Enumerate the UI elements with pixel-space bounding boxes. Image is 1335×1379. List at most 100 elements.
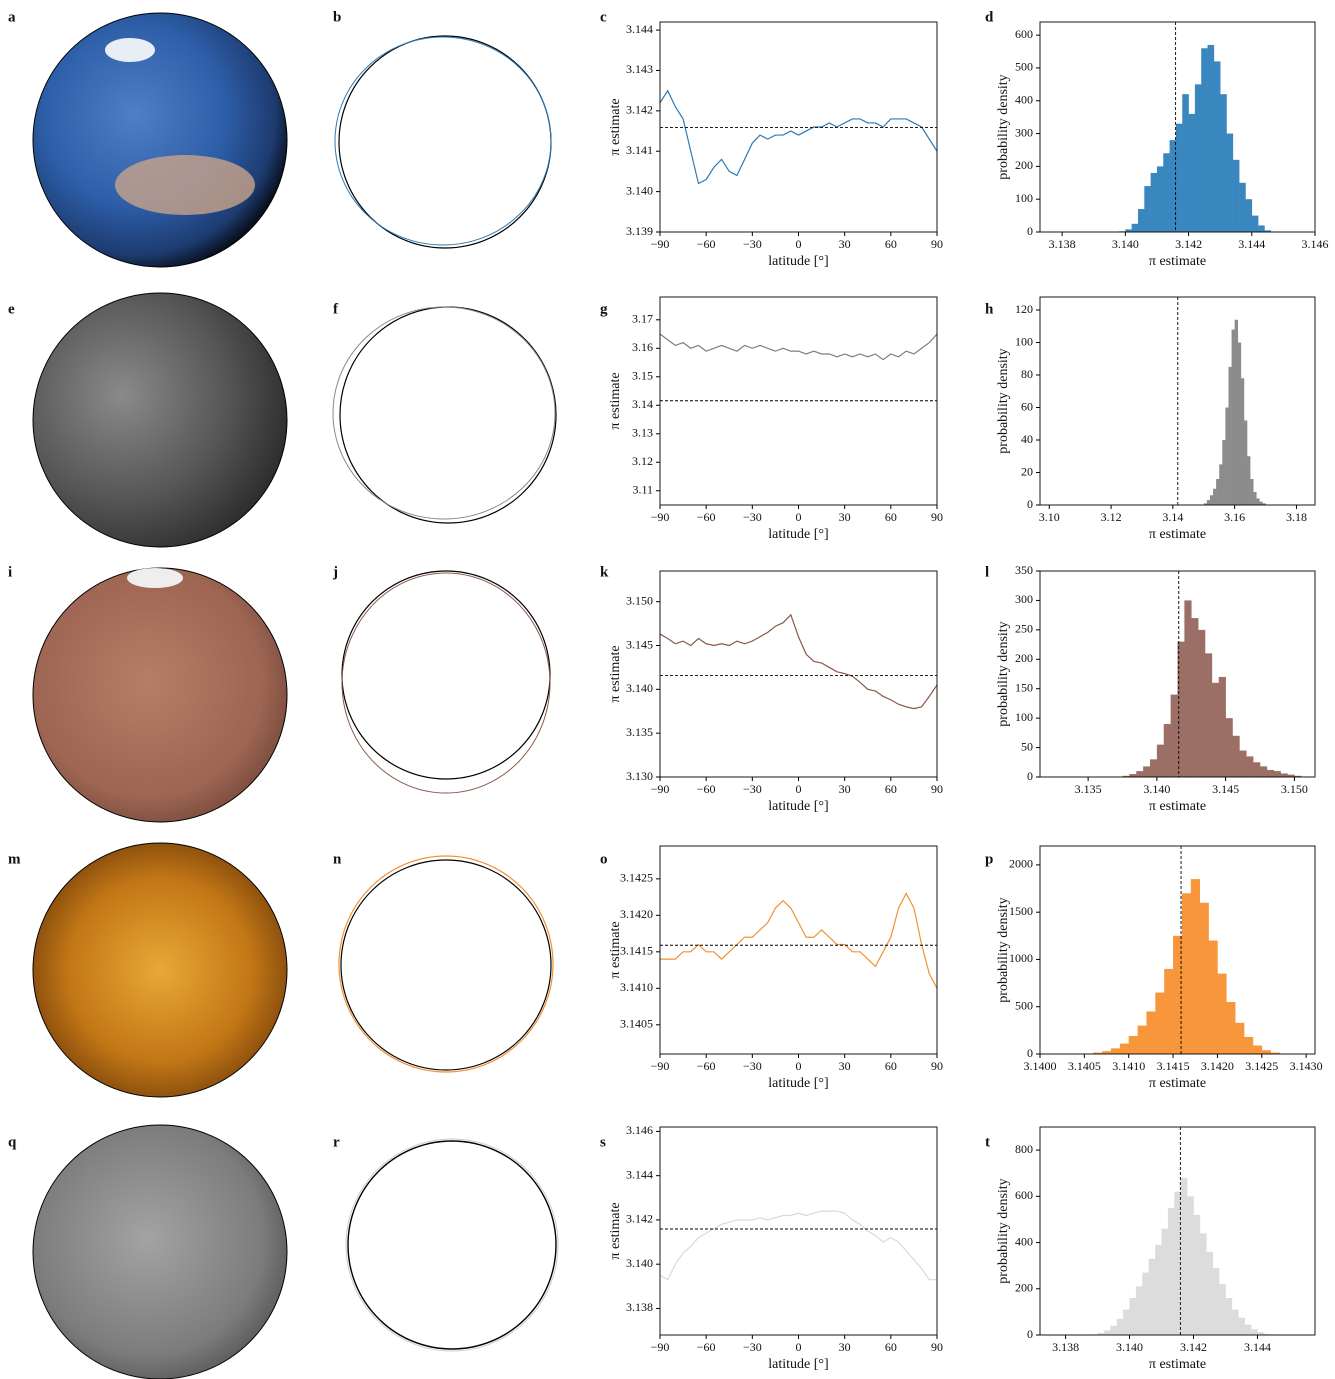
panel-label: k [600, 564, 609, 580]
y-axis-label: probability density [996, 74, 1011, 179]
x-tick-label: 60 [885, 782, 897, 796]
bar [1274, 771, 1281, 777]
panel-label: d [985, 9, 994, 25]
bar [1182, 893, 1191, 1054]
x-axis-label: π estimate [1149, 1357, 1206, 1372]
panel-label: i [8, 564, 12, 580]
x-tick-label: 3.1415 [1157, 1059, 1190, 1073]
bar [1210, 495, 1213, 505]
bar [1226, 718, 1233, 777]
x-tick-label: −60 [697, 237, 716, 251]
x-tick-label: 3.135 [1075, 782, 1102, 796]
bar [1222, 440, 1225, 505]
bar [1136, 1286, 1143, 1335]
y-tick-label: 3.15 [632, 369, 653, 383]
y-tick-label: 50 [1021, 739, 1033, 753]
x-tick-label: 30 [839, 237, 851, 251]
bar [1164, 724, 1171, 777]
y-tick-label: 350 [1015, 563, 1033, 577]
x-tick-label: 30 [839, 782, 851, 796]
x-tick-label: 3.16 [1224, 510, 1245, 524]
bar [1213, 1268, 1220, 1335]
bar [1228, 367, 1231, 505]
x-tick-label: 3.144 [1244, 1340, 1271, 1354]
y-tick-label: 1000 [1009, 951, 1033, 965]
bar [1205, 653, 1212, 777]
bar [1162, 1229, 1169, 1335]
x-tick-label: 3.1430 [1290, 1059, 1323, 1073]
x-tick-label: −30 [743, 237, 762, 251]
x-tick-label: −60 [697, 510, 716, 524]
panel-label: r [333, 1134, 340, 1150]
bar [1244, 1037, 1253, 1054]
x-tick-label: −30 [743, 1059, 762, 1073]
bar [1129, 1036, 1138, 1054]
y-tick-label: 3.135 [626, 725, 653, 739]
y-tick-label: 400 [1015, 1234, 1033, 1248]
bar [1111, 1048, 1120, 1054]
x-tick-label: 90 [931, 782, 943, 796]
bar [1247, 456, 1250, 505]
bar [1238, 1318, 1245, 1335]
y-axis-label: probability density [996, 348, 1011, 453]
x-tick-label: −90 [651, 237, 670, 251]
y-tick-label: 120 [1015, 302, 1033, 316]
y-axis-label: π estimate [608, 98, 623, 155]
x-tick-label: 3.138 [1049, 237, 1076, 251]
panel-label: m [8, 851, 21, 867]
bar [1120, 1044, 1129, 1054]
bar [1251, 1329, 1258, 1335]
x-tick-label: 3.18 [1286, 510, 1307, 524]
y-axis-label: probability density [996, 897, 1011, 1002]
plot-frame [660, 1127, 937, 1335]
panel-label: j [332, 564, 338, 580]
outline-trace [346, 1139, 558, 1351]
x-tick-label: 3.142 [1180, 1340, 1207, 1354]
x-tick-label: 90 [931, 1340, 943, 1354]
x-tick-label: 3.138 [1052, 1340, 1079, 1354]
planet-image [33, 13, 287, 267]
bar [1104, 1330, 1111, 1335]
x-tick-label: 30 [839, 1340, 851, 1354]
bar [1258, 225, 1265, 232]
y-tick-label: 3.145 [626, 637, 653, 651]
panel-label: a [8, 9, 16, 25]
x-tick-label: 3.14 [1162, 510, 1183, 524]
bar [1163, 153, 1170, 232]
y-axis-label: π estimate [608, 1202, 623, 1259]
bar [1187, 1196, 1194, 1335]
y-tick-label: 80 [1021, 367, 1033, 381]
y-axis-label: probability density [996, 621, 1011, 726]
bar [1256, 499, 1259, 506]
bar [1132, 224, 1139, 232]
line [660, 91, 937, 184]
bar [1213, 489, 1216, 505]
x-axis-label: latitude [°] [768, 254, 828, 269]
page: abefijmnqrc−90−60−3003060903.1393.1403.1… [0, 0, 1335, 1379]
y-tick-label: 3.17 [632, 312, 653, 326]
y-tick-label: 60 [1021, 399, 1033, 413]
x-tick-label: 0 [796, 1059, 802, 1073]
y-tick-label: 800 [1015, 1142, 1033, 1156]
y-tick-label: 200 [1015, 651, 1033, 665]
y-tick-label: 3.150 [626, 593, 653, 607]
y-tick-label: 400 [1015, 93, 1033, 107]
bar [1110, 1326, 1117, 1335]
x-tick-label: 3.140 [1143, 782, 1170, 796]
bar [1136, 771, 1143, 777]
x-axis-label: latitude [°] [768, 527, 828, 542]
y-tick-label: 0 [1027, 1327, 1033, 1341]
plot-frame [660, 571, 937, 777]
y-tick-label: 0 [1027, 224, 1033, 238]
panel-label: s [600, 1134, 606, 1150]
outline-trace [339, 856, 553, 1072]
x-tick-label: 3.150 [1281, 782, 1308, 796]
x-tick-label: −90 [651, 1059, 670, 1073]
bar [1208, 45, 1215, 232]
bar [1206, 1252, 1213, 1335]
bar [1214, 61, 1221, 232]
bar [1253, 492, 1256, 505]
outline-circle [348, 1141, 556, 1349]
bar [1117, 1319, 1124, 1335]
y-tick-label: 300 [1015, 125, 1033, 139]
